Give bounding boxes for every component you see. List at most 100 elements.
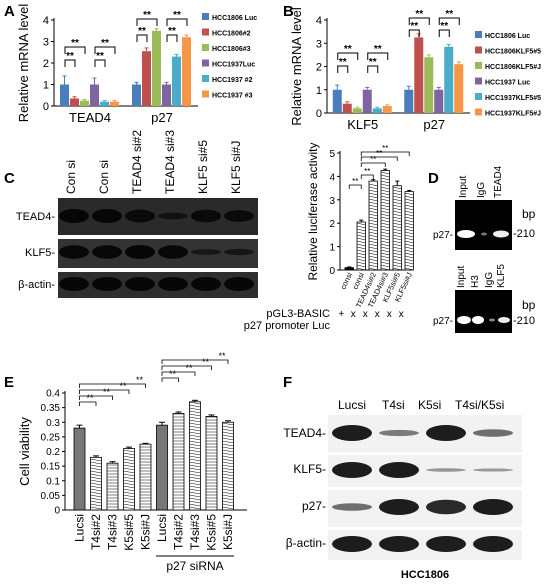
bar bbox=[156, 424, 168, 511]
bar-hatch bbox=[380, 177, 390, 181]
bar-hatch bbox=[123, 500, 135, 504]
bar bbox=[172, 56, 181, 106]
bar-hatch bbox=[380, 225, 390, 229]
bar-hatch bbox=[123, 467, 135, 471]
bar-hatch bbox=[123, 452, 135, 456]
panel-label-e: E bbox=[4, 374, 14, 391]
bar bbox=[142, 51, 151, 106]
significance-mark: ** bbox=[370, 155, 376, 164]
blot-c-lanes: Con si Con si TEAD4 si#2 TEAD4 si#3 KLF5 si#… bbox=[16, 130, 243, 291]
legend-label: HCC1806#2 bbox=[212, 31, 251, 38]
significance-mark: ** bbox=[103, 387, 111, 397]
legend-swatch bbox=[475, 108, 482, 116]
significance-mark: ** bbox=[339, 57, 347, 68]
legend-swatch bbox=[475, 62, 482, 69]
y-tick-label: 3 bbox=[316, 38, 322, 50]
bar-hatch bbox=[404, 237, 414, 241]
bar-hatch bbox=[392, 237, 402, 241]
chart-a: 0 1 2 3 4 Relative mRNA level TEAD4 p27 ** ** ** **… bbox=[16, 4, 257, 125]
significance-bracket bbox=[161, 365, 212, 370]
bar-hatch bbox=[368, 219, 378, 223]
bar-hatch bbox=[90, 494, 102, 498]
bar-hatch bbox=[222, 452, 234, 456]
bar-hatch bbox=[222, 494, 234, 498]
blot-c-band bbox=[224, 210, 254, 222]
bar-hatch bbox=[90, 506, 102, 510]
bar-hatch bbox=[123, 485, 135, 489]
bar bbox=[70, 98, 79, 106]
bar bbox=[60, 84, 69, 106]
bar-hatch bbox=[189, 485, 201, 489]
bar-hatch bbox=[222, 500, 234, 504]
x-category-label: T4si#2 bbox=[89, 514, 103, 550]
significance-bracket bbox=[161, 377, 179, 382]
bar-hatch bbox=[404, 252, 414, 256]
gel-d-top-size: -210 bbox=[513, 228, 535, 240]
blot-c-band bbox=[191, 277, 221, 291]
bar-hatch bbox=[368, 228, 378, 232]
bar-hatch bbox=[356, 237, 366, 241]
blot-f-band bbox=[379, 429, 419, 437]
western-blot-c bbox=[58, 198, 258, 298]
significance-mark: ** bbox=[445, 9, 453, 20]
bar bbox=[444, 46, 454, 113]
significance-mark: ** bbox=[440, 21, 448, 32]
bar-hatch bbox=[222, 491, 234, 495]
blot-f-band bbox=[332, 425, 372, 441]
y-tick-label: 3 bbox=[43, 37, 49, 49]
significance-bracket bbox=[161, 371, 196, 376]
bar-hatch bbox=[189, 500, 201, 504]
x-category-label: Lucsi bbox=[73, 514, 87, 542]
bar-hatch bbox=[392, 261, 402, 265]
blot-c-band bbox=[158, 245, 188, 259]
bar-hatch bbox=[123, 473, 135, 477]
significance-bracket bbox=[360, 174, 374, 179]
pgl3-mark: x bbox=[375, 309, 380, 320]
blot-f-band bbox=[379, 462, 419, 478]
bar-hatch bbox=[368, 198, 378, 202]
bar-hatch bbox=[380, 240, 390, 244]
bar-hatch bbox=[90, 479, 102, 483]
blot-c-band bbox=[59, 209, 89, 223]
x-category-label: KLF5 bbox=[347, 117, 378, 132]
significance-mark: ** bbox=[169, 369, 177, 379]
gel-d-bottom-lane-label: H3 bbox=[470, 275, 481, 288]
bar bbox=[404, 89, 414, 113]
bar-hatch bbox=[380, 252, 390, 256]
significance-bracket bbox=[166, 18, 188, 26]
bar-hatch bbox=[222, 455, 234, 459]
bar-hatch bbox=[189, 482, 201, 486]
bar-hatch bbox=[392, 231, 402, 235]
gel-d-bottom-lane-label: Input bbox=[456, 266, 467, 288]
bar-hatch bbox=[392, 189, 402, 193]
significance-bracket bbox=[79, 401, 97, 406]
bar-hatch bbox=[123, 491, 135, 495]
bar-hatch bbox=[404, 258, 414, 262]
significance-bracket bbox=[79, 389, 130, 394]
legend-swatch bbox=[475, 77, 482, 85]
bar-hatch bbox=[123, 482, 135, 486]
bar-hatch bbox=[90, 470, 102, 474]
legend-label: HCC1806KLF5#J bbox=[485, 64, 541, 71]
legend-label: HCC1937 #3 bbox=[212, 93, 253, 100]
panel-label-b: B bbox=[283, 3, 294, 20]
bar-hatch bbox=[356, 222, 366, 226]
bar bbox=[362, 89, 372, 113]
y-tick-label: 0.4 bbox=[46, 389, 60, 400]
bar-hatch bbox=[392, 249, 402, 253]
row-label-pgl3-basic: pGL3-BASIC bbox=[266, 308, 330, 320]
blot-f-band bbox=[473, 499, 513, 515]
blot-c-lane-label: Con si bbox=[97, 160, 111, 194]
bar-hatch bbox=[392, 255, 402, 259]
blot-f-row-label: β-actin- bbox=[286, 536, 326, 550]
y-tick-label: 0.25 bbox=[41, 432, 61, 443]
blot-f-lane-label: K5si bbox=[418, 398, 441, 412]
bar-hatch bbox=[368, 192, 378, 196]
bar-hatch bbox=[356, 231, 366, 235]
bar-hatch bbox=[392, 267, 402, 271]
bar-hatch bbox=[189, 413, 201, 417]
blot-f-band bbox=[473, 468, 513, 472]
bar-hatch bbox=[404, 234, 414, 238]
gel-d-bottom-size: -210 bbox=[513, 315, 535, 327]
y-axis-label: Relative mRNA level bbox=[289, 7, 304, 126]
